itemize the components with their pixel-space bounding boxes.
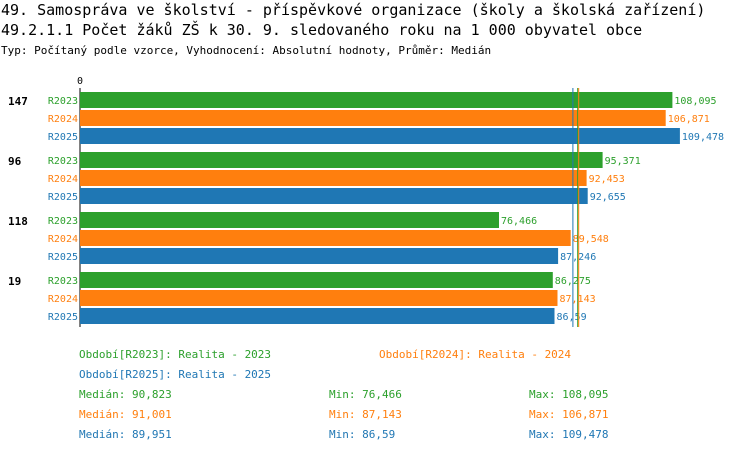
series-label: R2024 [48, 114, 78, 125]
bar-r2024 [80, 230, 571, 246]
data-label: 92,655 [590, 192, 626, 203]
series-label: R2023 [48, 276, 78, 287]
category-label: 118 [8, 215, 28, 228]
series-label: R2023 [48, 96, 78, 107]
bar-r2023 [80, 272, 553, 288]
data-label: 89,548 [573, 234, 609, 245]
data-label: 95,371 [605, 156, 641, 167]
legend-r2025: Období[R2025]: Realita - 2025 [79, 368, 272, 381]
category-label: 19 [8, 275, 21, 288]
series-label: R2023 [48, 156, 78, 167]
series-label: R2024 [48, 174, 78, 185]
stat-median-r2025: Medián: 89,951 [79, 428, 172, 441]
bar-r2023 [80, 92, 673, 108]
stat-median-r2024: Medián: 91,001 [79, 408, 172, 421]
series-label: R2023 [48, 216, 78, 227]
bar-r2024 [80, 170, 587, 186]
series-label: R2024 [48, 234, 78, 245]
axis-zero-label: 0 [77, 76, 83, 87]
bar-r2023 [80, 152, 603, 168]
stat-min-r2025: Min: 86,59 [329, 428, 396, 441]
chart-subtitle: Typ: Počítaný podle vzorce, Vyhodnocení:… [1, 44, 492, 57]
data-label: 86,59 [557, 312, 587, 323]
series-label: R2025 [48, 312, 78, 323]
stat-max-r2025: Max: 109,478 [529, 428, 609, 441]
legend-r2024: Období[R2024]: Realita - 2024 [379, 348, 572, 361]
category-label: 96 [8, 155, 22, 168]
data-label: 92,453 [589, 174, 625, 185]
bar-r2025 [80, 308, 555, 324]
stat-min-r2023: Min: 76,466 [329, 388, 402, 401]
bar-r2024 [80, 110, 666, 126]
bar-r2025 [80, 248, 559, 264]
stat-max-r2023: Max: 108,095 [529, 388, 609, 401]
chart-title: 49.2.1.1 Počet žáků ZŠ k 30. 9. sledovan… [1, 21, 643, 39]
series-label: R2025 [48, 132, 78, 143]
data-label: 76,466 [501, 216, 537, 227]
series-label: R2024 [48, 294, 78, 305]
category-label: 147 [8, 95, 28, 108]
data-label: 108,095 [674, 96, 716, 107]
bar-r2024 [80, 290, 558, 306]
data-label: 106,871 [668, 114, 710, 125]
series-label: R2025 [48, 252, 78, 263]
bar-chart: 0 147 R2023 108,095 R2024 106,871 R2025 109,478… [8, 76, 724, 327]
legend-r2023: Období[R2023]: Realita - 2023 [79, 348, 272, 361]
report-title: 49. Samospráva ve školství - příspěvkové… [1, 1, 706, 19]
bar-r2025 [80, 188, 588, 204]
data-label: 109,478 [682, 132, 724, 143]
stat-min-r2024: Min: 87,143 [329, 408, 402, 421]
stat-max-r2024: Max: 106,871 [529, 408, 609, 421]
bar-r2023 [80, 212, 499, 228]
bar-r2025 [80, 128, 680, 144]
stat-median-r2023: Medián: 90,823 [79, 388, 172, 401]
series-label: R2025 [48, 192, 78, 203]
